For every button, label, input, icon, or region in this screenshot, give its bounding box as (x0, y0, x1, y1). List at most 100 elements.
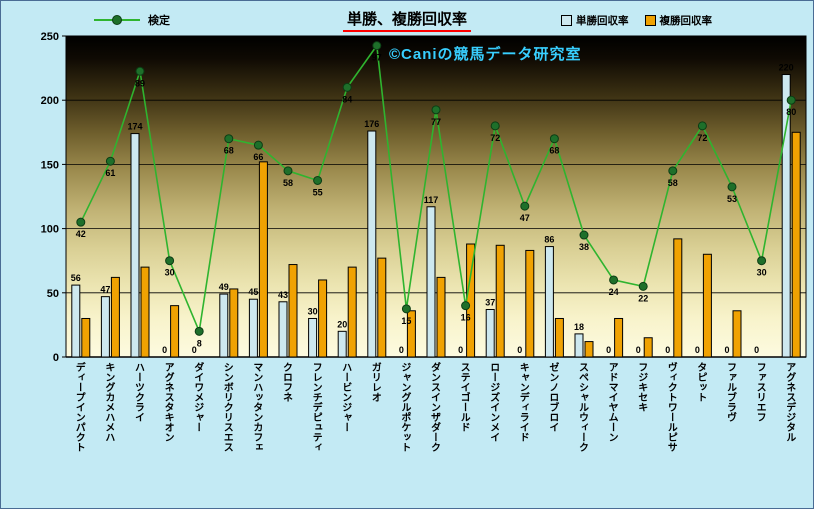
y-tick-label: 150 (41, 159, 59, 171)
fukusho-bar (732, 310, 742, 358)
chart-title-text: 単勝、複勝回収率 (342, 11, 472, 32)
fukusho-bar (229, 288, 239, 358)
x-axis-label: ファルブラヴ (724, 362, 736, 422)
x-axis-label: キングカメハメハ (102, 362, 114, 442)
x-axis-label: ロージズインメイ (487, 362, 499, 442)
kentei-point-label: 15 (401, 316, 411, 326)
tansho-bar-label: 49 (219, 282, 229, 292)
tansho-bar (100, 296, 110, 358)
tansho-bar (367, 130, 377, 358)
fukusho-bar (110, 276, 120, 358)
kentei-point-label: 68 (549, 146, 559, 156)
kentei-point-label: 53 (727, 194, 737, 204)
legend-tansho: 単勝回収率 (561, 13, 629, 28)
kentei-point-label: 30 (165, 268, 175, 278)
x-axis-label: ジャングルポケット (398, 362, 410, 452)
tansho-bar-label: 86 (544, 235, 554, 245)
kentei-point-label: 61 (105, 168, 115, 178)
y-tick-label: 100 (41, 224, 59, 236)
fukusho-bar (584, 341, 594, 358)
kentei-point-label: 16 (461, 313, 471, 323)
x-axis-label: キャンディライド (517, 362, 529, 442)
y-tick-label: 250 (41, 31, 59, 43)
kentei-point (194, 326, 204, 336)
kentei-point-label: 58 (668, 178, 678, 188)
tansho-bar (574, 333, 584, 358)
kentei-point (342, 82, 352, 92)
tansho-bar (308, 317, 318, 358)
legend-kentei-label: 検定 (148, 15, 170, 27)
tansho-bar (130, 133, 140, 358)
x-axis-label: アドマイヤムーン (606, 362, 618, 442)
y-tick-label: 50 (47, 288, 59, 300)
fukusho-bar (258, 161, 268, 358)
x-axis-label: ガリレオ (369, 362, 381, 402)
tansho-bar-label: 220 (779, 63, 794, 73)
fukusho-bar (554, 317, 564, 358)
kentei-point (224, 134, 234, 144)
tansho-bar (71, 284, 81, 358)
kentei-point (579, 230, 589, 240)
chart-title: 単勝、複勝回収率 (342, 8, 472, 32)
x-axis-label: シンボリクリスエス (221, 362, 233, 452)
x-axis-label: ヴィクトワールピサ (665, 362, 677, 452)
kentei-point (757, 256, 767, 266)
kentei-point-label: 38 (579, 242, 589, 252)
kentei-point-label: 58 (283, 178, 293, 188)
y-tick-label: 200 (41, 95, 59, 107)
kentei-line-marker-icon (94, 15, 140, 25)
kentei-point (520, 201, 530, 211)
kentei-point (135, 66, 145, 76)
x-axis-label: タピット (694, 362, 706, 402)
kentei-point-label: 66 (253, 152, 263, 162)
tansho-swatch-icon (561, 15, 572, 26)
tansho-bar-label: 45 (248, 287, 258, 297)
tansho-bar-label: 0 (458, 345, 463, 355)
fukusho-bar (288, 264, 298, 358)
tansho-bar-label: 0 (695, 345, 700, 355)
tansho-bar (337, 330, 347, 358)
tansho-bar-label: 30 (308, 306, 318, 316)
fukusho-bar (170, 305, 180, 358)
tansho-bar-label: 0 (754, 345, 759, 355)
tansho-bar (248, 298, 258, 358)
fukusho-bar (377, 257, 387, 358)
legend-fukusho-label: 複勝回収率 (659, 15, 713, 27)
x-axis-label: フレンチデピュティ (310, 362, 322, 452)
tansho-bar (544, 246, 554, 358)
x-axis-label: スペシャルウィーク (576, 362, 588, 452)
x-axis-label: フジキセキ (635, 362, 647, 412)
kentei-point (401, 304, 411, 314)
legend-tansho-label: 単勝回収率 (576, 15, 629, 27)
legend-bars: 単勝回収率 複勝回収率 (561, 13, 712, 28)
tansho-bar-label: 0 (665, 345, 670, 355)
tansho-bar-label: 0 (636, 345, 641, 355)
tansho-bar-label: 0 (192, 345, 197, 355)
x-axis-label: アグネスタキオン (162, 362, 174, 442)
tansho-bar-label: 20 (337, 319, 347, 329)
fukusho-bar (525, 249, 535, 358)
tansho-bar-label: 0 (517, 345, 522, 355)
tansho-bar-label: 0 (399, 345, 404, 355)
kentei-point (283, 166, 293, 176)
kentei-point-label: 22 (638, 293, 648, 303)
tansho-bar (781, 74, 791, 358)
kentei-line (80, 44, 792, 333)
x-axis-label: マンハッタンカフェ (250, 362, 262, 452)
kentei-point-label: 55 (313, 187, 323, 197)
kentei-point (165, 256, 175, 266)
legend-fukusho: 複勝回収率 (644, 13, 713, 28)
kentei-point-label: 77 (431, 117, 441, 127)
kentei-point (105, 156, 115, 166)
x-axis-label: ダンスインザダーク (428, 362, 440, 452)
fukusho-bar (791, 131, 801, 358)
tansho-bar-label: 56 (71, 273, 81, 283)
watermark: ©Caniの競馬データ研究室 (389, 46, 582, 63)
kentei-point (461, 301, 471, 311)
fukusho-bar (318, 279, 328, 358)
fukusho-bar (347, 266, 357, 358)
fukusho-bar (495, 244, 505, 358)
fukusho-bar (702, 253, 712, 358)
